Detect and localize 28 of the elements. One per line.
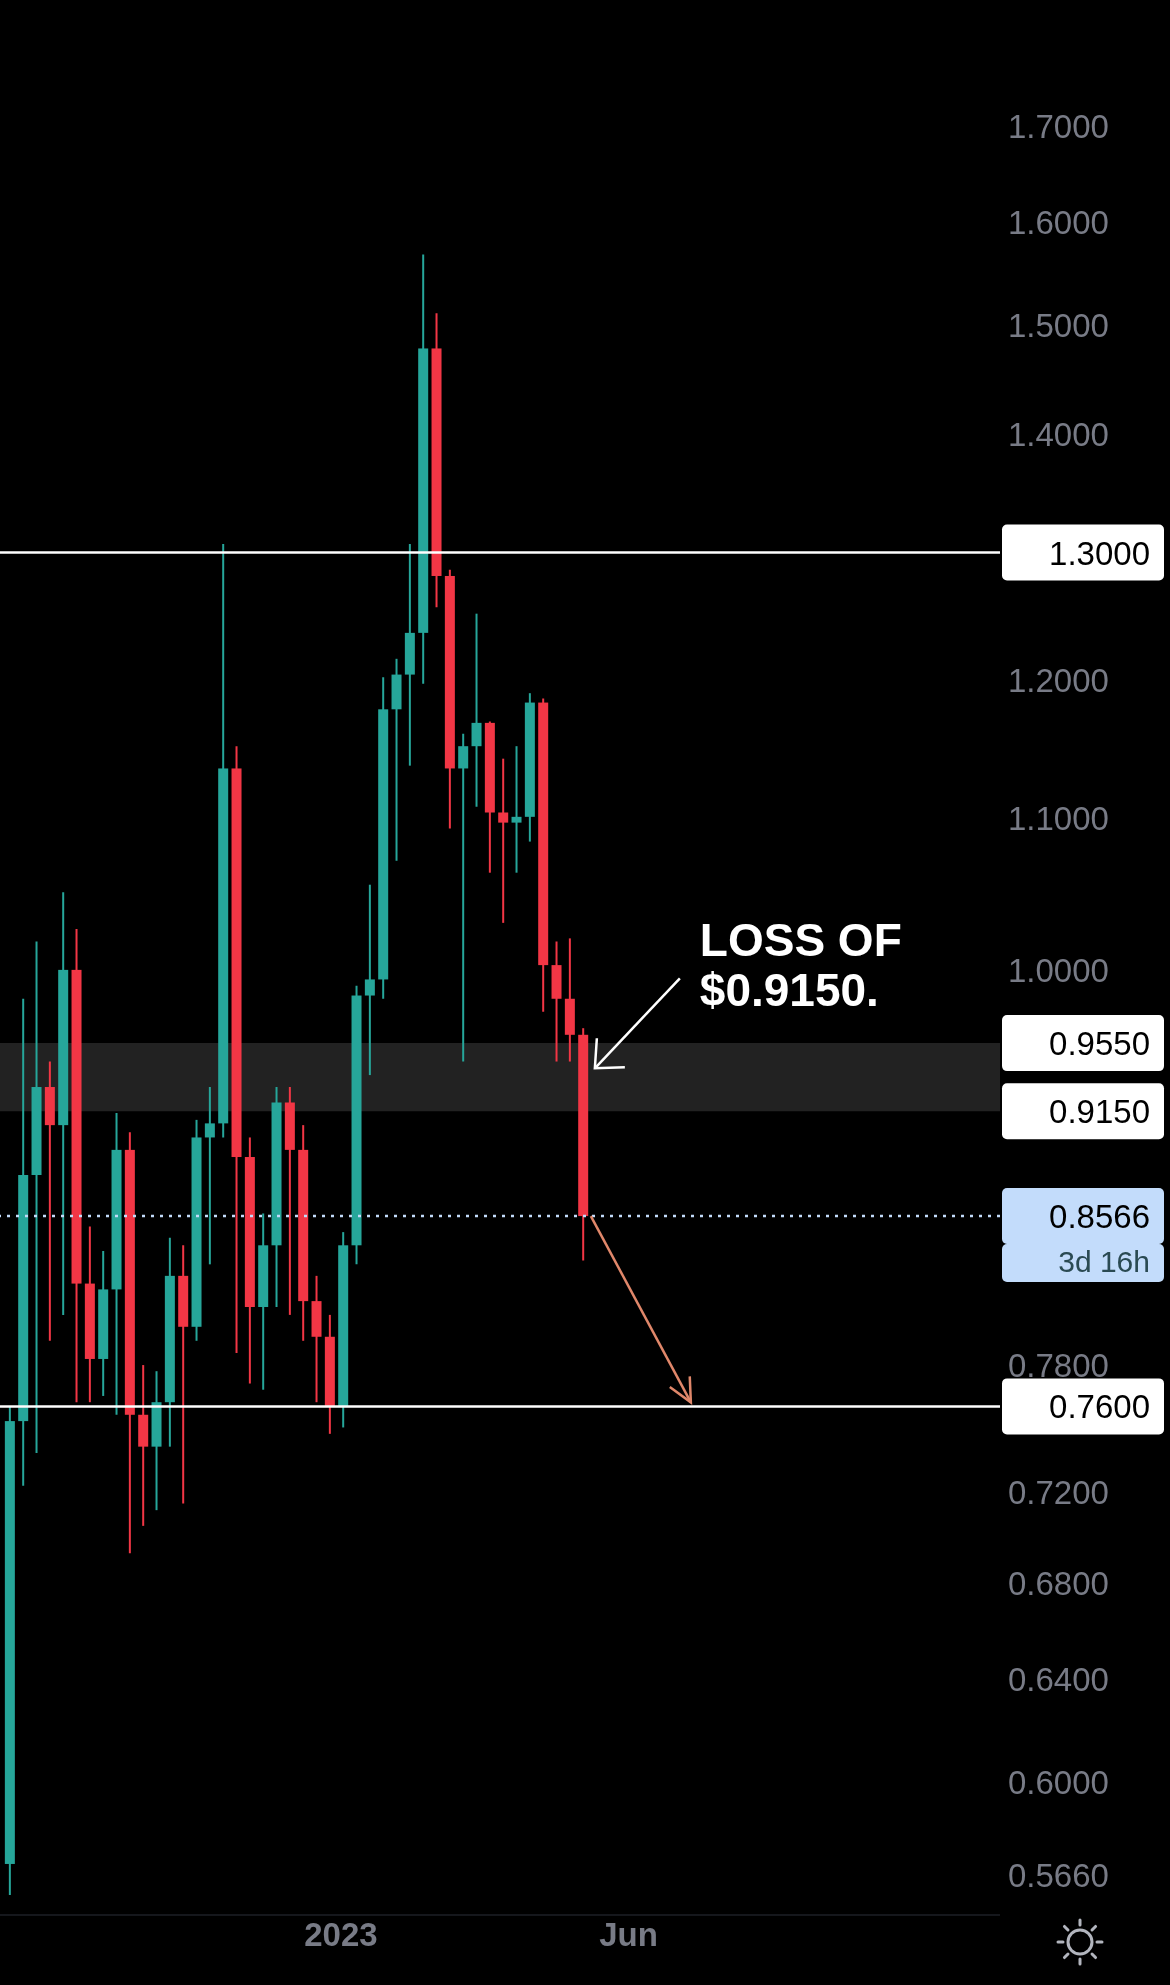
y-tick-label: 1.6000 — [1008, 204, 1109, 242]
y-tick-label: 1.1000 — [1008, 799, 1109, 837]
x-tick-label: Jun — [599, 1916, 658, 1954]
text: 0.9550 — [1049, 1025, 1150, 1063]
y-tick-label: 1.5000 — [1008, 306, 1109, 344]
y-tick-label: 0.6800 — [1008, 1565, 1109, 1603]
y-tick-label: 0.6000 — [1008, 1764, 1109, 1802]
candlestick — [364, 883, 375, 1077]
y-tick-label: 0.7200 — [1008, 1474, 1109, 1512]
y-tick-label: 1.4000 — [1008, 416, 1109, 454]
candlestick — [458, 732, 469, 1063]
candlestick — [204, 1086, 215, 1266]
y-tick-label: 0.6400 — [1008, 1661, 1109, 1699]
y-tick-label: 1.2000 — [1008, 661, 1109, 699]
y-tick-label: 1.0000 — [1008, 951, 1109, 989]
ref-line-label: 1.3000 — [1049, 534, 1150, 572]
text: 3d 16h — [1058, 1245, 1150, 1279]
y-tick-label: 0.7800 — [1008, 1346, 1109, 1384]
x-tick-label: 2023 — [304, 1916, 378, 1954]
ref-line-label: 0.7600 — [1049, 1388, 1150, 1426]
candlestick — [471, 612, 482, 808]
text: 0.9150 — [1049, 1093, 1150, 1131]
y-tick-label: 1.7000 — [1008, 107, 1109, 145]
annotation: LOSS OF $0.9150. — [699, 914, 902, 1017]
candlestick — [498, 757, 509, 924]
candlestick — [511, 745, 522, 874]
ref-line-label: 0.8566 — [1049, 1198, 1150, 1236]
y-tick-label: 0.5660 — [1008, 1856, 1109, 1894]
